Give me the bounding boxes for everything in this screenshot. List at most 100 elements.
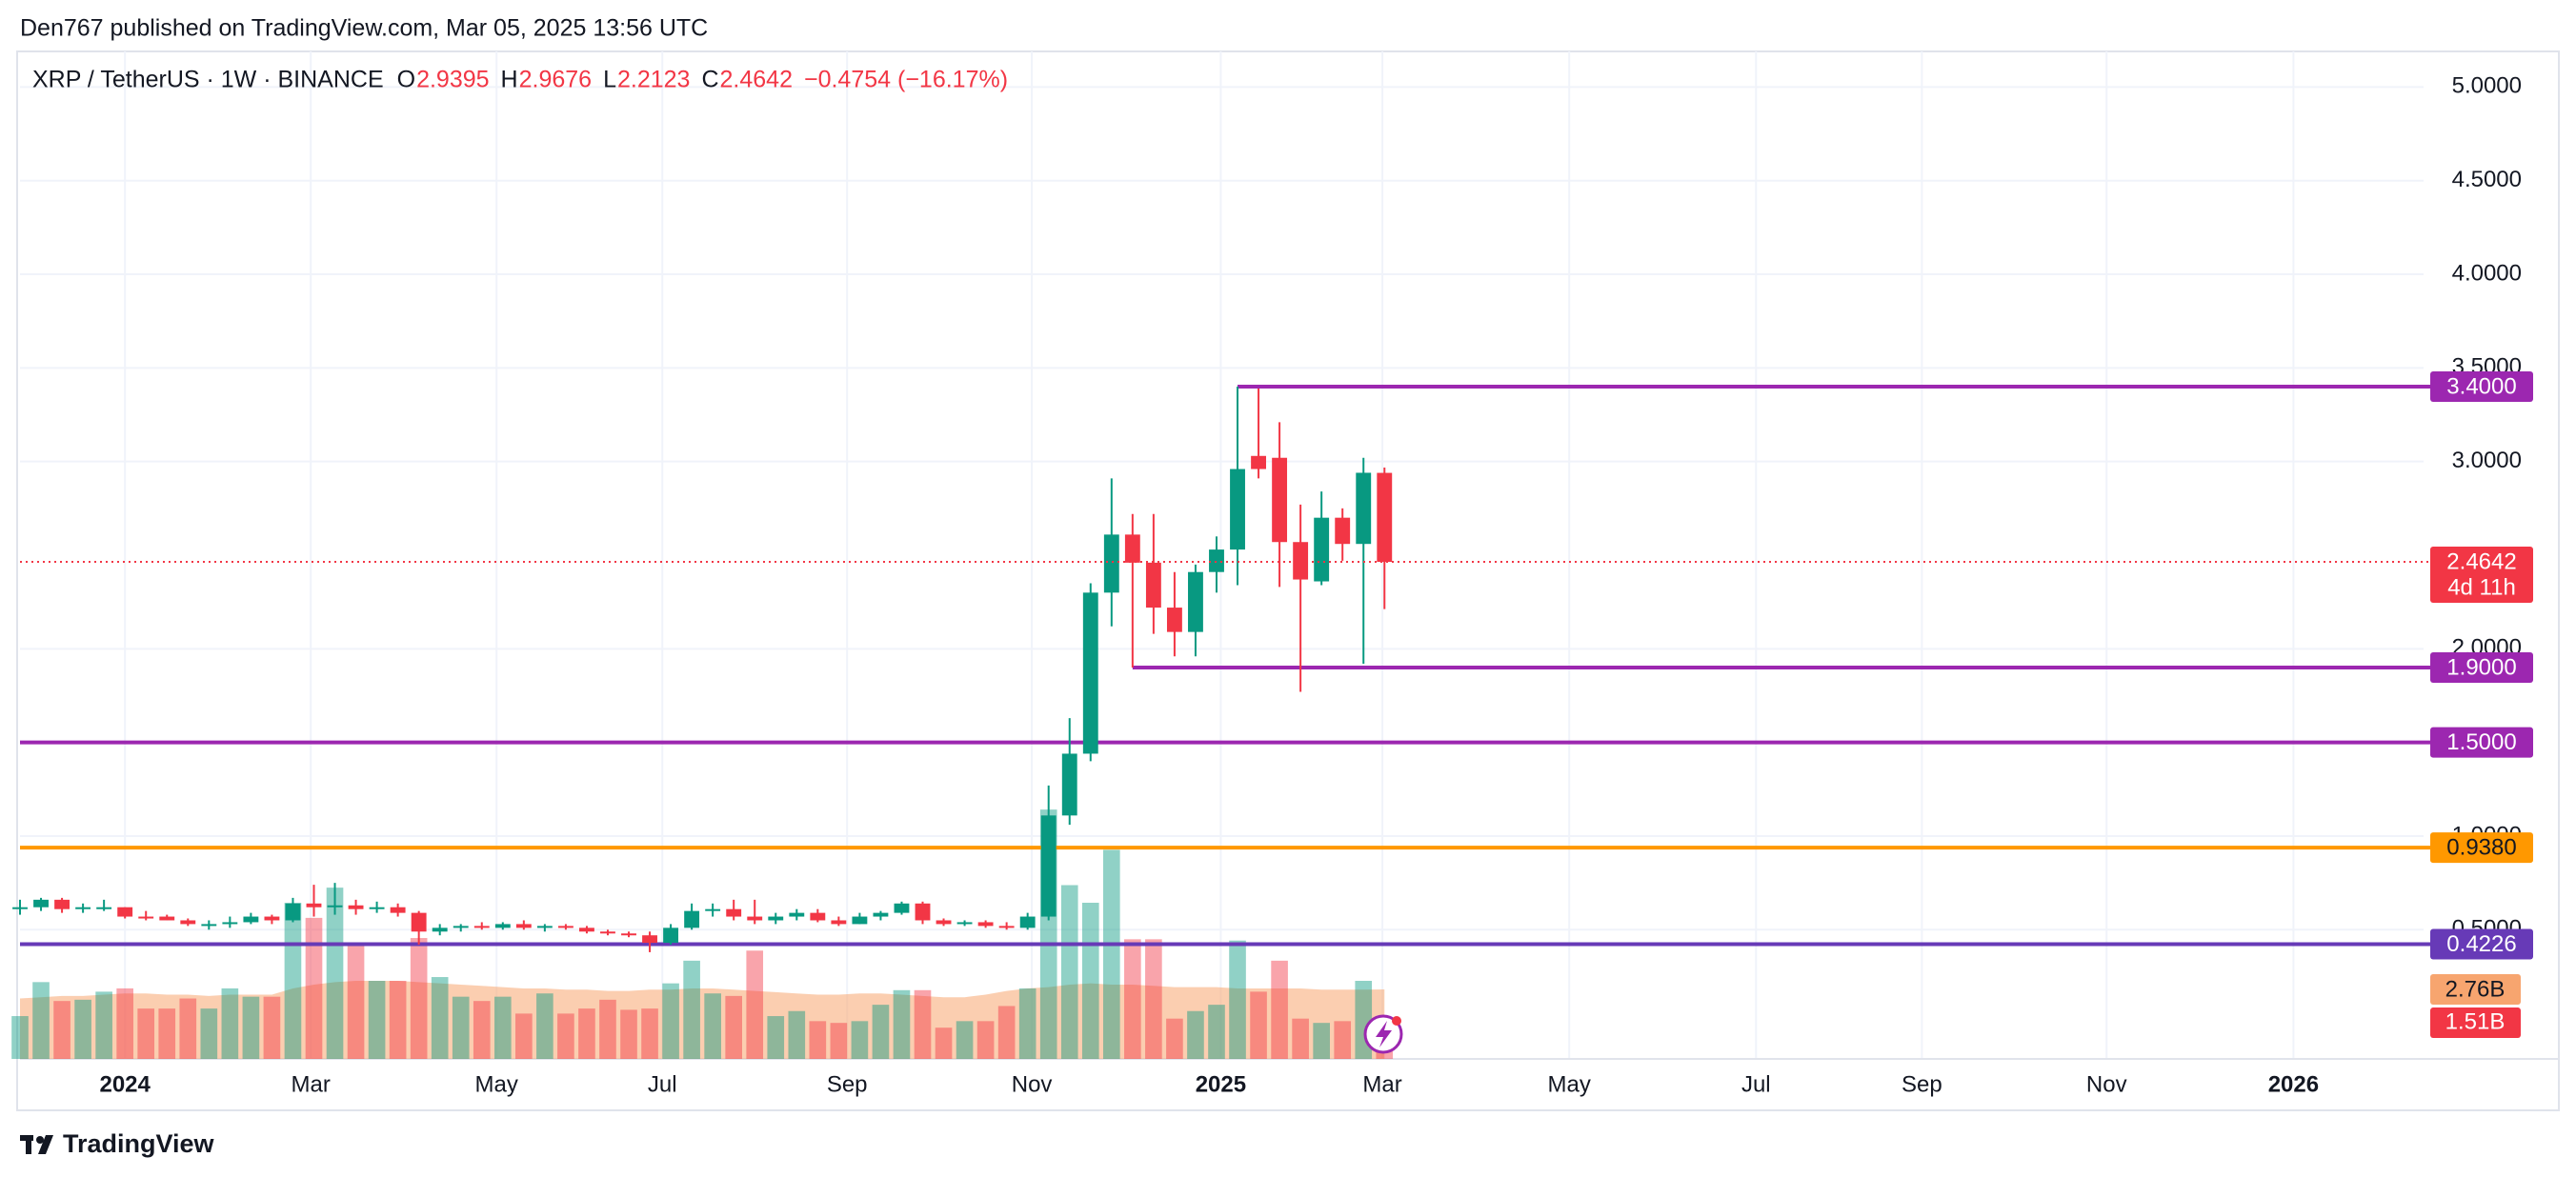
volume-ma-area [20,981,1385,1059]
volume-bar [158,1008,176,1059]
candle-body [894,903,910,913]
volume-bar [620,1009,637,1059]
volume-bar [1271,960,1288,1059]
candle-body [33,899,49,908]
candle-body [138,916,154,919]
candle-body [222,922,238,925]
volume-bar [1313,1023,1330,1059]
x-tick-label: Jul [648,1071,677,1097]
countdown-label: 4d 11h [2447,574,2516,600]
volume-bar [452,996,470,1059]
candle-body [453,926,469,928]
volume-bar [389,981,407,1059]
candle-body [956,922,973,925]
x-tick-label: Jul [1741,1071,1771,1097]
x-tick-label: May [1548,1071,1591,1097]
volume-bar [347,943,365,1059]
level-label: 1.5000 [2446,729,2516,755]
volume-bar [1229,940,1246,1059]
logo-slash [38,1135,53,1154]
ohlc-label: L [603,67,616,93]
volume-bar [1018,987,1036,1059]
volume-bar [326,888,344,1059]
candle-body [557,926,574,928]
x-tick-label: Nov [1012,1071,1053,1097]
candle-body [390,907,406,913]
logo-dot [36,1136,44,1144]
volume-bar [242,996,260,1059]
candle-body [726,908,742,917]
brand-name: TradingView [63,1129,215,1158]
volume-bar [32,982,50,1059]
candle-body [1188,571,1203,632]
icon-bolt [1376,1021,1392,1047]
candle-body [348,905,364,909]
price-change: −0.4754 (−16.17%) [804,67,1008,93]
volume-bar [1334,1021,1352,1059]
candle-body [159,916,175,921]
volume-bar [641,1008,658,1059]
candle-body [1335,517,1351,545]
candle-body [705,908,721,911]
candle-body [473,926,490,928]
level-label: 3.4000 [2446,373,2516,399]
volume-bar [368,981,386,1059]
level-label-box [2430,651,2533,683]
volume-bar [893,989,911,1059]
volume-bar [1124,939,1141,1059]
volume-bar [53,1001,70,1059]
level-label-box [2430,371,2533,403]
volume-bar [200,1008,218,1059]
volume-bar [935,1027,953,1059]
x-tick-label: Mar [1362,1071,1401,1097]
candle-body [411,912,427,932]
volume-bar [11,1016,29,1059]
candle-body [201,924,217,927]
y-tick-label: 3.0000 [2452,448,2522,473]
volume-bar [683,960,700,1059]
candle-body [494,924,511,928]
volume-bar [997,1006,1016,1059]
candle-body [306,903,322,908]
level-label: 1.9000 [2446,654,2516,680]
price-label: 2.4642 [2446,549,2516,574]
volume-bar [914,989,932,1059]
x-tick-label: 2025 [1196,1071,1246,1097]
volume-bar [956,1021,974,1059]
candle-body [536,926,553,928]
candle-body [1166,608,1182,632]
candle-body [285,903,301,921]
candle-body [96,907,112,909]
volume-bar [578,1008,595,1059]
volume-bar [1292,1018,1309,1059]
volume-bar [872,1005,890,1059]
candle-body [369,907,385,909]
x-tick-label: 2026 [2268,1071,2319,1097]
volume-bar [767,1016,785,1059]
volume-last-label-box [2430,1007,2521,1039]
volume-bar [95,991,112,1059]
candle-body [1124,534,1140,563]
candle-body [642,935,657,944]
candle-body [180,920,196,925]
candle-body [54,899,70,909]
candle-body [1356,472,1372,545]
level-label: 0.9380 [2446,835,2516,861]
volume-bar [515,1013,533,1059]
ohlc-label: O [397,67,415,93]
volume-ma-label: 2.76B [2445,976,2506,1002]
candle-body [1040,815,1057,917]
candle-body [747,916,763,921]
ohlc-label: H [501,67,518,93]
volume-bar [557,1013,574,1059]
symbol-title: XRP / TetherUS · 1W · BINANCE [32,67,384,93]
level-label: 0.4226 [2446,931,2516,957]
volume-last-label: 1.51B [2445,1008,2506,1034]
candle-body [810,912,826,921]
volume-bar [137,1008,155,1059]
candle-body [117,907,133,917]
candle-body [936,920,952,925]
candle-body [873,912,889,917]
ohlc-value: 2.9676 [519,67,592,93]
volume-bar [410,938,428,1059]
